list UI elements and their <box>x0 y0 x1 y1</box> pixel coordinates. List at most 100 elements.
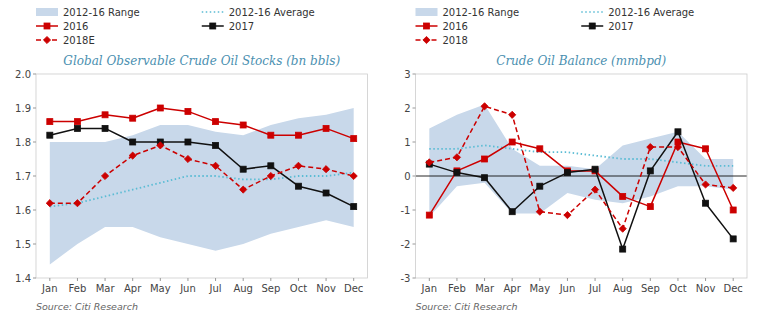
series-line <box>50 173 354 207</box>
series-marker <box>536 208 543 215</box>
x-tick-label: Apr <box>504 283 522 294</box>
series-marker <box>240 186 247 193</box>
range-band <box>50 108 354 264</box>
y-tick-label: 1.9 <box>15 103 31 114</box>
series-line <box>50 128 354 206</box>
legend-item: 2012-16 Range <box>36 7 140 18</box>
x-tick <box>270 278 271 281</box>
y-tick <box>413 108 416 109</box>
x-tick-label: Mar <box>475 283 495 294</box>
series-marker <box>730 236 736 242</box>
series-marker <box>647 168 653 174</box>
x-tick <box>429 278 430 281</box>
plot-frame <box>36 74 368 278</box>
series-line <box>429 132 733 249</box>
y-tick <box>33 142 36 143</box>
y-tick <box>413 74 416 75</box>
x-tick-label: Oct <box>669 283 686 294</box>
legend-label: 2012-16 Average <box>608 7 694 18</box>
series-marker <box>453 154 460 161</box>
series-marker <box>185 108 191 114</box>
legend-label: 2016 <box>443 21 468 32</box>
legend-item: 2012-16 Average <box>581 7 694 18</box>
series-marker <box>268 132 274 138</box>
series-marker <box>295 183 301 189</box>
series-marker <box>74 119 80 125</box>
y-tick-label: 1.4 <box>15 273 31 284</box>
x-tick <box>456 278 457 281</box>
y-tick-label: 2.0 <box>15 69 31 80</box>
y-tick-label: 2 <box>404 103 410 114</box>
y-tick <box>413 210 416 211</box>
x-tick <box>567 278 568 281</box>
plot-area <box>416 74 748 278</box>
series-marker <box>620 193 626 199</box>
series-line <box>50 108 354 139</box>
x-tick <box>187 278 188 281</box>
series-marker <box>703 146 709 152</box>
y-tick-label: 3 <box>404 69 410 80</box>
chart-title: Global Observable Crude Oil Stocks (bn b… <box>63 54 340 68</box>
legend-label: 2017 <box>229 21 254 32</box>
legend-swatch <box>36 8 58 16</box>
series-marker <box>351 136 357 142</box>
series-marker <box>47 119 53 125</box>
plot-area <box>36 74 368 278</box>
x-tick <box>160 278 161 281</box>
y-tick-label: 1.8 <box>15 137 31 148</box>
panel: 2012-16 Range2012-16 Average201620172018… <box>401 7 747 313</box>
x-tick <box>243 278 244 281</box>
series-marker <box>74 125 80 131</box>
legend-label: 2017 <box>608 21 633 32</box>
x-tick <box>105 278 106 281</box>
series-marker <box>129 152 136 159</box>
series-marker <box>647 204 653 210</box>
legend-swatch <box>581 11 603 13</box>
series-marker <box>454 170 460 176</box>
series-marker <box>268 163 274 169</box>
legend-label: 2016 <box>63 21 88 32</box>
y-tick <box>33 244 36 245</box>
legend-marker <box>210 23 216 29</box>
series-marker <box>213 119 219 125</box>
y-tick-label: 0 <box>404 171 410 182</box>
panel: 2012-16 Range 2012-16 Average 2016 2017 2018… <box>15 7 367 313</box>
series-marker <box>426 212 432 218</box>
legend-swatch <box>202 11 224 13</box>
series-marker <box>703 200 709 206</box>
x-tick-label: Jun <box>179 283 196 294</box>
y-tick-label: 1 <box>404 137 410 148</box>
chart-title: Crude Oil Balance (mmbpd) <box>496 54 666 68</box>
series-line <box>50 145 354 203</box>
x-tick <box>512 278 513 281</box>
legend-item: 2016 <box>416 21 468 32</box>
x-tick <box>650 278 651 281</box>
x-tick-label: Mar <box>96 283 116 294</box>
x-tick-label: Sep <box>261 283 280 294</box>
legend-item: 2017 <box>202 21 254 32</box>
legend-label: 2012-16 Average <box>229 7 315 18</box>
legend: 2012-16 Range2012-16 Average201620172018 <box>416 7 695 46</box>
series-marker <box>240 122 246 128</box>
y-tick-label: 1.7 <box>15 171 31 182</box>
series-marker <box>213 142 219 148</box>
series-marker <box>620 246 626 252</box>
plot-frame <box>416 74 748 278</box>
series-marker <box>592 166 598 172</box>
series-marker <box>322 166 329 173</box>
x-tick <box>539 278 540 281</box>
y-tick-label: -2 <box>401 239 411 250</box>
series-marker <box>647 144 654 151</box>
y-tick-label: -3 <box>401 273 411 284</box>
legend-item: 2018E <box>36 35 95 46</box>
y-tick <box>413 142 416 143</box>
legend-item: 2012-16 Average <box>202 7 315 18</box>
series-marker <box>730 207 736 213</box>
x-tick-label: Aug <box>233 283 253 294</box>
series-line <box>429 142 733 215</box>
x-tick <box>326 278 327 281</box>
x-tick-label: Feb <box>448 283 466 294</box>
legend: 2012-16 Range 2012-16 Average 2016 2017 2018… <box>36 7 315 46</box>
series-marker <box>102 112 108 118</box>
x-tick-label: Dec <box>724 283 743 294</box>
